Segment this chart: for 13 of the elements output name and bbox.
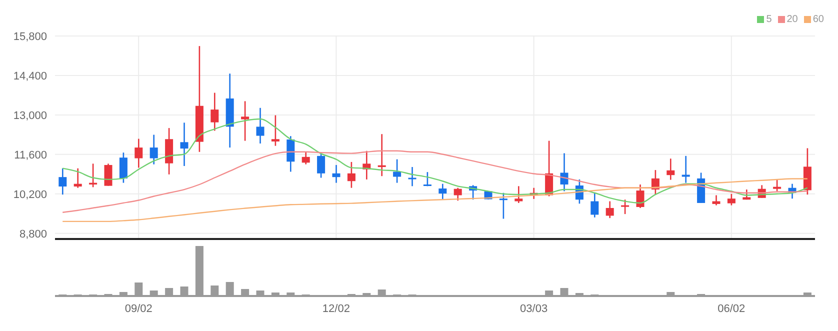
x-tick-label: 12/02	[322, 302, 350, 315]
legend-label: 5	[765, 14, 772, 25]
y-tick-label: 8,800	[19, 228, 47, 240]
x-tick-label: 09/02	[124, 302, 152, 315]
y-tick-label: 10,200	[13, 188, 47, 201]
y-tick-label: 11,600	[14, 149, 47, 162]
legend-label: 20	[786, 14, 798, 25]
y-tick-label: 14,400	[13, 70, 47, 82]
x-tick-label: 06/02	[718, 302, 746, 315]
legend-label: 60	[812, 14, 824, 25]
y-tick-label: 13,000	[13, 110, 47, 122]
x-tick-label: 03/03	[520, 302, 548, 315]
y-tick-label: 15,800	[13, 30, 47, 43]
